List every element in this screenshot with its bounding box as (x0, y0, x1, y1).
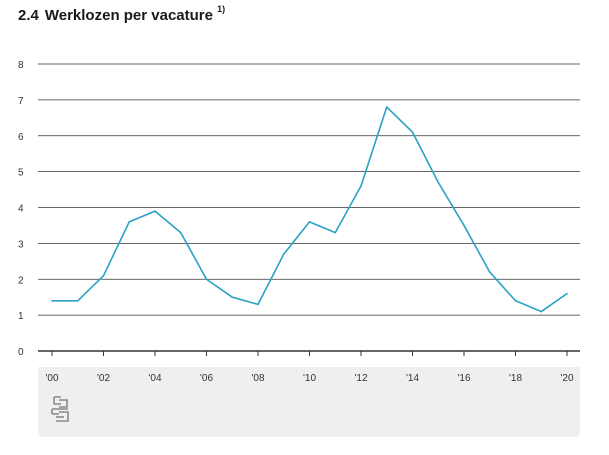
series-line (52, 106, 568, 313)
data-point (308, 221, 311, 223)
x-tick-label: '10 (303, 373, 316, 384)
data-point (385, 106, 388, 108)
x-tick-label: '06 (200, 373, 213, 384)
data-point (334, 231, 337, 234)
chart-footer-panel (38, 367, 580, 437)
x-tick-label: '20 (560, 373, 573, 384)
x-tick-label: '02 (97, 373, 110, 384)
data-point (51, 299, 53, 302)
data-point (463, 224, 465, 227)
y-axis-ticks: 0 1 2 3 4 5 6 7 8 (18, 60, 24, 358)
data-point (488, 271, 491, 273)
data-point (514, 299, 517, 302)
chart-title-text: Werklozen per vacature (44, 7, 213, 24)
data-point (566, 292, 568, 295)
grid-layer (38, 63, 580, 352)
data-point (102, 274, 105, 277)
y-tick-label: 6 (18, 132, 24, 143)
data-point (282, 253, 285, 255)
x-tick-label: '14 (406, 373, 419, 384)
y-tick-label: 1 (18, 311, 24, 322)
data-point (76, 299, 79, 302)
y-tick-label: 0 (18, 347, 24, 358)
series-layer (51, 106, 568, 313)
cbs-logo-icon (51, 396, 69, 422)
data-point (154, 210, 156, 212)
y-tick-label: 2 (18, 275, 24, 286)
y-tick-label: 7 (18, 96, 24, 107)
data-point (437, 181, 440, 184)
y-tick-label: 5 (18, 168, 24, 179)
x-tick-label: '18 (509, 373, 522, 384)
data-point (540, 310, 543, 313)
y-tick-label: 8 (18, 60, 24, 71)
x-tick-label: '16 (457, 373, 470, 384)
x-tick-label: '08 (251, 373, 264, 384)
x-tick-label: '04 (148, 373, 161, 384)
x-tick-label: '00 (45, 373, 58, 384)
y-tick-label: 4 (18, 204, 24, 215)
y-tick-label: 3 (18, 239, 24, 250)
data-point (360, 185, 362, 187)
footnote-marker: 1) (217, 4, 226, 14)
data-point (257, 303, 259, 306)
data-point (128, 221, 131, 223)
x-tick-label: '12 (354, 373, 367, 384)
x-axis-ticks: '00 '02 '04 '06 '08 '10 '12 '14 '16 '18 '20 (45, 351, 574, 384)
chart-number: 2.4 (18, 7, 39, 24)
data-point (205, 278, 208, 281)
data-point (231, 296, 234, 298)
chart-title: 2.4 Werklozen per vacature 1) (18, 4, 226, 24)
data-point (179, 231, 182, 234)
data-point (411, 131, 414, 133)
